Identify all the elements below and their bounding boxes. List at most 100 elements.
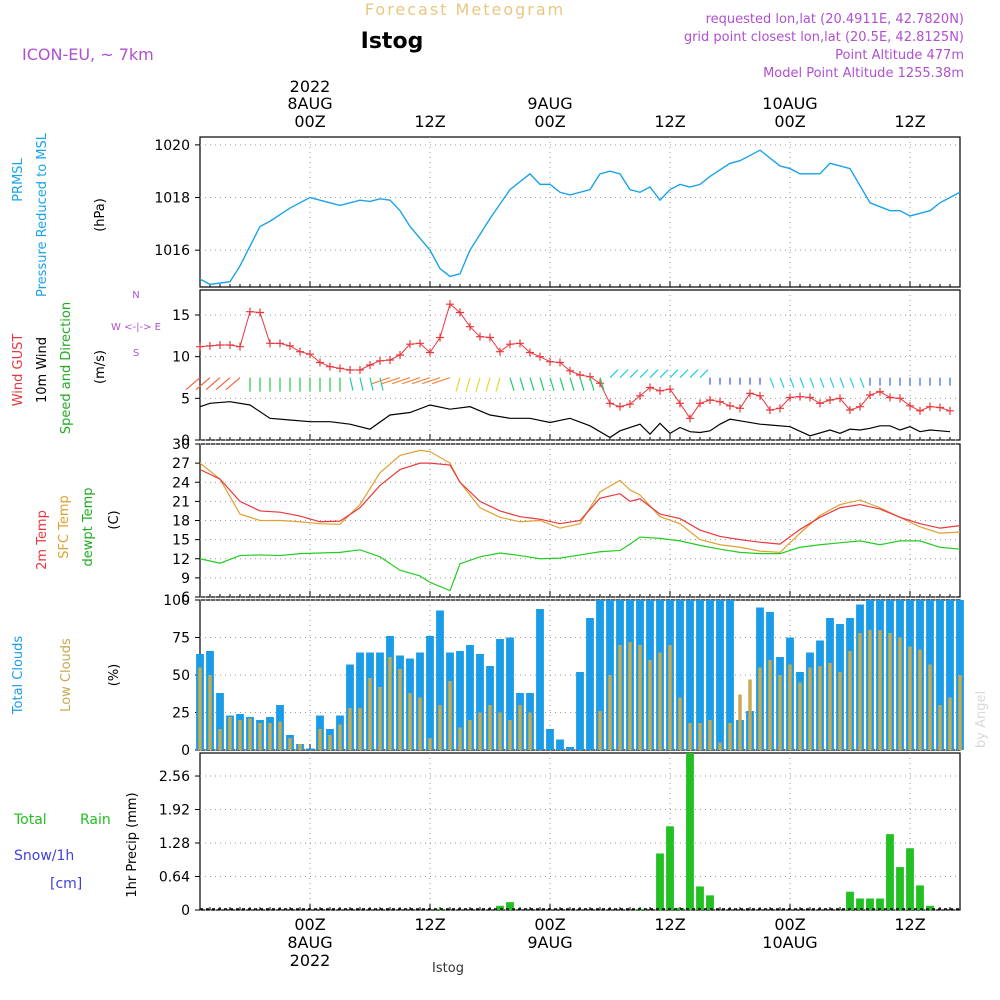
top-year-label: 2022 xyxy=(290,77,331,96)
gust-point xyxy=(666,385,674,394)
panel-frame xyxy=(199,289,961,441)
y-tick-label: 5 xyxy=(181,391,190,407)
wind-direction-arrow xyxy=(849,377,855,388)
y-tick-label: 1020 xyxy=(154,138,190,154)
wind-direction-arrow xyxy=(829,377,835,388)
total-cloud-bar xyxy=(566,747,574,750)
wind-direction-arrow xyxy=(619,369,629,379)
wind-dir-label: Speed and Direction xyxy=(59,302,74,434)
low-cloud-bar xyxy=(498,712,502,750)
wind-direction-arrow xyxy=(371,377,391,385)
rain-bar xyxy=(686,753,694,910)
y-tick-label: 100 xyxy=(163,593,190,609)
gust-point xyxy=(376,356,384,365)
wind-direction-arrow xyxy=(215,377,231,391)
gust-point xyxy=(676,399,684,408)
rain-bar xyxy=(656,853,664,910)
gust-point xyxy=(636,391,644,400)
wind-direction-arrow xyxy=(779,377,785,388)
precip-labels: Total Rain Snow/1h [cm] 1hr Precip (mm) xyxy=(13,792,140,897)
y-tick-label: 10 xyxy=(172,350,190,366)
total-cloud-bar xyxy=(556,739,564,750)
top-hour-label: 00Z xyxy=(774,112,805,131)
gust-point xyxy=(416,339,424,348)
low-cloud-bar xyxy=(508,720,512,750)
total-cloud-bar xyxy=(936,600,944,750)
low-cloud-bar xyxy=(728,723,732,750)
gust-point xyxy=(466,322,474,331)
wind-direction-arrow xyxy=(359,377,364,391)
gust-point xyxy=(906,401,914,410)
wind-direction-arrow xyxy=(465,377,471,392)
wind-direction-arrow xyxy=(381,377,401,385)
y-tick-label: 15 xyxy=(172,308,190,324)
low-cloud-bar xyxy=(448,681,452,750)
low-cloud-bar xyxy=(358,708,362,750)
bottom-year-label: 2022 xyxy=(290,951,331,970)
wind-direction-arrow xyxy=(539,377,545,391)
panel-frame xyxy=(199,136,961,288)
low-cloud-bar xyxy=(408,693,412,750)
gust-point xyxy=(516,339,524,348)
gust-point xyxy=(476,332,484,341)
wind-series-line xyxy=(199,401,951,439)
data-layer xyxy=(185,149,964,910)
point-altitude: Point Altitude 477m xyxy=(835,48,964,63)
y-tick-label: 0 xyxy=(181,433,190,449)
sfctemp-label: SFC Temp xyxy=(57,495,72,559)
compass-we: W <-|-> E xyxy=(111,322,161,333)
gust-point xyxy=(706,396,714,404)
precip-snow-unit: [cm] xyxy=(50,876,82,892)
wind-direction-arrow xyxy=(495,377,501,392)
gust-point xyxy=(326,362,334,371)
wind-direction-arrow xyxy=(659,369,669,379)
low-cloud-bar xyxy=(658,652,662,750)
gust-point xyxy=(386,356,394,364)
dewpt-label: dewpt Temp xyxy=(81,487,96,566)
low-cloud-bar xyxy=(708,720,712,750)
gust-point xyxy=(736,404,744,413)
low-cloud-bar xyxy=(938,705,942,750)
rain-bar xyxy=(856,898,864,910)
gust-point xyxy=(826,396,834,404)
gust-point xyxy=(946,406,954,415)
rain-bar xyxy=(496,905,504,910)
total-cloud-bar xyxy=(536,609,544,750)
low-cloud-bar xyxy=(218,729,222,750)
wind-direction-arrow xyxy=(579,377,585,391)
gust-point xyxy=(256,308,264,317)
wind-direction-arrow xyxy=(689,369,699,379)
low-cloud-bar xyxy=(618,645,622,750)
low-cloud-bar xyxy=(828,663,832,750)
gust-point xyxy=(506,340,514,349)
total-cloud-bar xyxy=(706,600,714,750)
temp-labels: 2m Temp SFC Temp dewpt Temp (C) xyxy=(35,487,122,569)
low-cloud-bar xyxy=(328,735,332,750)
gust-point xyxy=(926,402,934,411)
pressure-labels: PRMSL Pressure Reduced to MSL (hPa) xyxy=(11,132,108,297)
low-cloud-bar xyxy=(688,723,692,750)
y-tick-label: 27 xyxy=(172,456,190,472)
bottom-hour-label: 12Z xyxy=(414,915,445,934)
gust-point xyxy=(846,406,854,414)
y-tick-label: 21 xyxy=(172,494,190,510)
total-cloud-bar xyxy=(596,600,604,750)
low-cloud-bar xyxy=(698,723,702,750)
gust-point xyxy=(276,339,284,348)
total-cloud-bar xyxy=(496,639,504,750)
gust-series-line xyxy=(199,303,951,420)
low-cloud-bar xyxy=(468,720,472,750)
total-cloud-bar xyxy=(306,748,314,750)
total-cloud-bar xyxy=(426,636,434,750)
temp2m-label: 2m Temp xyxy=(35,510,50,570)
prmsl-label: PRMSL xyxy=(11,157,26,201)
gust-point xyxy=(816,399,824,408)
low-cloud-bar xyxy=(298,744,302,750)
top-hour-label: 12Z xyxy=(894,112,925,131)
total-cloud-bar xyxy=(356,652,364,750)
wind-direction-arrow xyxy=(205,377,221,391)
total-cloud-bar xyxy=(466,645,474,750)
bottom-date-label: 8AUG xyxy=(287,933,332,952)
gust-point xyxy=(456,308,464,317)
gust-point xyxy=(436,333,444,342)
